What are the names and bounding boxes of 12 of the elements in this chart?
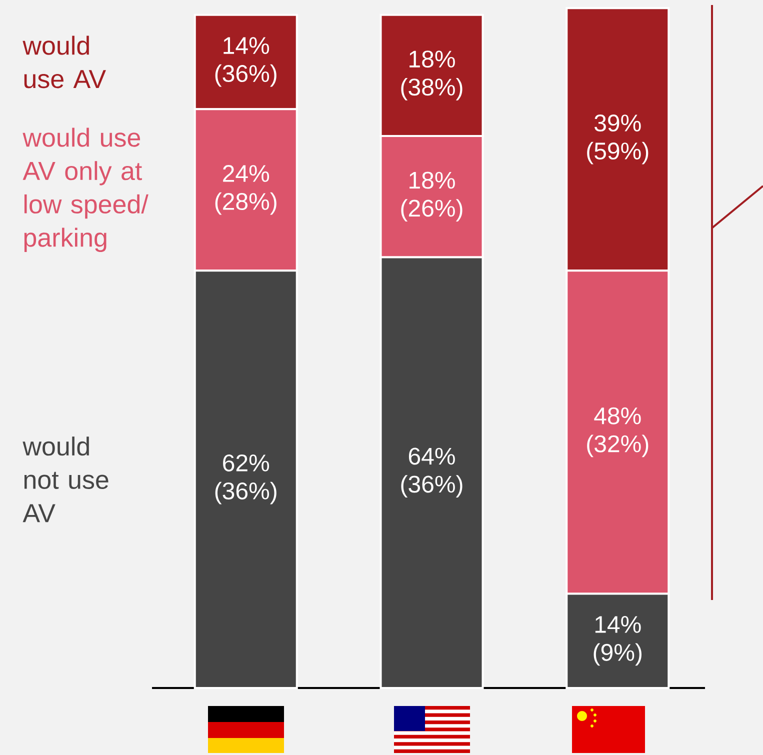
data-label: 64% (36%) bbox=[401, 448, 462, 498]
data-label: 24% (28%) bbox=[215, 165, 276, 215]
data-label: 62% (36%) bbox=[215, 454, 276, 504]
text: would use AV bbox=[22, 36, 106, 88]
series-label: would use AV only at low speed/ parking bbox=[22, 128, 148, 252]
data-label: 14% (36%) bbox=[215, 37, 276, 87]
text: would not use AV bbox=[22, 436, 108, 522]
data-label: 39% (59%) bbox=[587, 114, 648, 164]
data-label: 18% (26%) bbox=[401, 172, 462, 222]
data-label: 14% (9%) bbox=[594, 616, 642, 666]
data-label: 18% (38%) bbox=[401, 50, 462, 100]
data-label: 48% (32%) bbox=[587, 407, 648, 458]
